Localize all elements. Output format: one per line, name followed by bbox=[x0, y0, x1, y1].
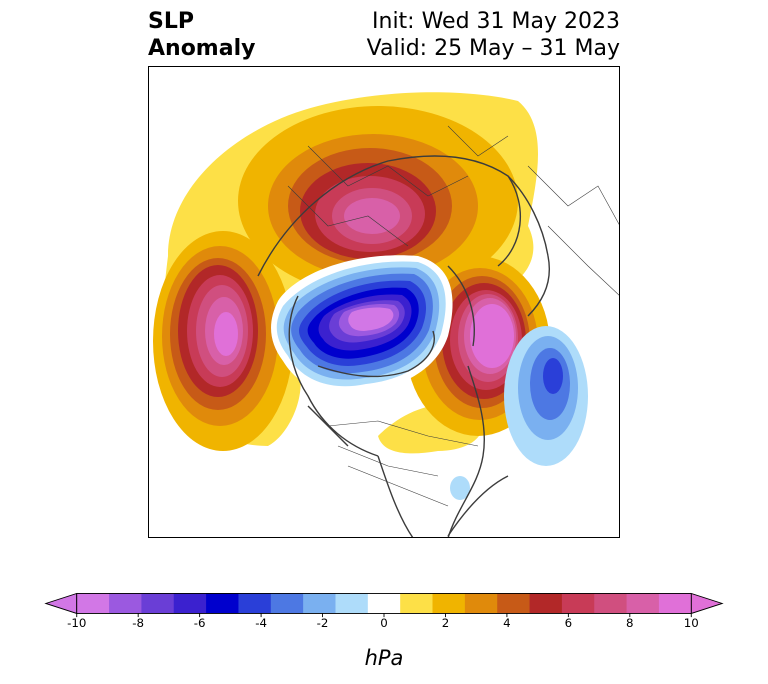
valid-range: Valid: 25 May – 31 May bbox=[366, 36, 620, 61]
map-panel bbox=[148, 66, 620, 538]
colorbar-tick-label: -8 bbox=[132, 616, 144, 628]
colorbar-swatch bbox=[109, 593, 142, 614]
colorbar-tick-label: -4 bbox=[255, 616, 267, 628]
colorbar-swatch bbox=[464, 593, 498, 614]
colorbar-swatch bbox=[400, 593, 433, 614]
title-field-type: Anomaly bbox=[148, 36, 256, 61]
colorbar-swatch bbox=[367, 593, 401, 614]
title-left: SLP Anomaly bbox=[148, 8, 255, 62]
pacific-high bbox=[153, 231, 293, 451]
atlantic-low bbox=[450, 326, 588, 500]
arctic-low bbox=[271, 255, 453, 395]
colorbar-swatch bbox=[626, 593, 660, 614]
title-right: Init: Wed 31 May 2023 Valid: 25 May – 31… bbox=[367, 8, 620, 62]
colorbar-tick-label: 0 bbox=[380, 616, 388, 628]
colorbar-tick-label: -2 bbox=[317, 616, 329, 628]
colorbar-swatch bbox=[303, 593, 336, 614]
colorbar-tick-label: -10 bbox=[67, 616, 86, 628]
colorbar-swatch bbox=[497, 593, 531, 614]
colorbar-tick-label: 8 bbox=[626, 616, 634, 628]
colorbar-swatch bbox=[238, 593, 272, 614]
colorbar-swatch bbox=[335, 593, 369, 614]
colorbar-swatch bbox=[270, 593, 304, 614]
siberia-high bbox=[238, 106, 518, 296]
colorbar-swatch bbox=[206, 593, 239, 614]
colorbar-extend-over bbox=[690, 592, 724, 615]
colorbar-swatch bbox=[141, 593, 175, 614]
map-frame-border bbox=[148, 66, 620, 538]
colorbar-swatch bbox=[76, 593, 110, 614]
colorbar-swatch bbox=[173, 593, 207, 614]
colorbar-frame bbox=[76, 593, 692, 614]
colorbar-extend-under bbox=[44, 592, 78, 615]
title-variable: SLP bbox=[148, 9, 194, 34]
colorbar-tick-label: 2 bbox=[442, 616, 450, 628]
colorbar-swatch bbox=[594, 593, 628, 614]
colorbar: -10 -8 -6 -4 -2 0 2 4 6 8 10 bbox=[44, 592, 724, 628]
colorbar-tick-label: -6 bbox=[194, 616, 206, 628]
colorbar-swatch bbox=[561, 593, 595, 614]
coastlines bbox=[257, 155, 550, 538]
colorbar-units-label: hPa bbox=[364, 646, 404, 670]
init-date: Init: Wed 31 May 2023 bbox=[372, 9, 620, 34]
colorbar-tick-label: 6 bbox=[565, 616, 573, 628]
colorbar-swatch bbox=[529, 593, 563, 614]
colorbar-swatch bbox=[658, 593, 692, 614]
political-borders bbox=[287, 125, 620, 507]
colorbar-swatch bbox=[432, 593, 466, 614]
colorbar-tick-label: 10 bbox=[684, 616, 699, 628]
colorbar-tick-label: 4 bbox=[503, 616, 511, 628]
